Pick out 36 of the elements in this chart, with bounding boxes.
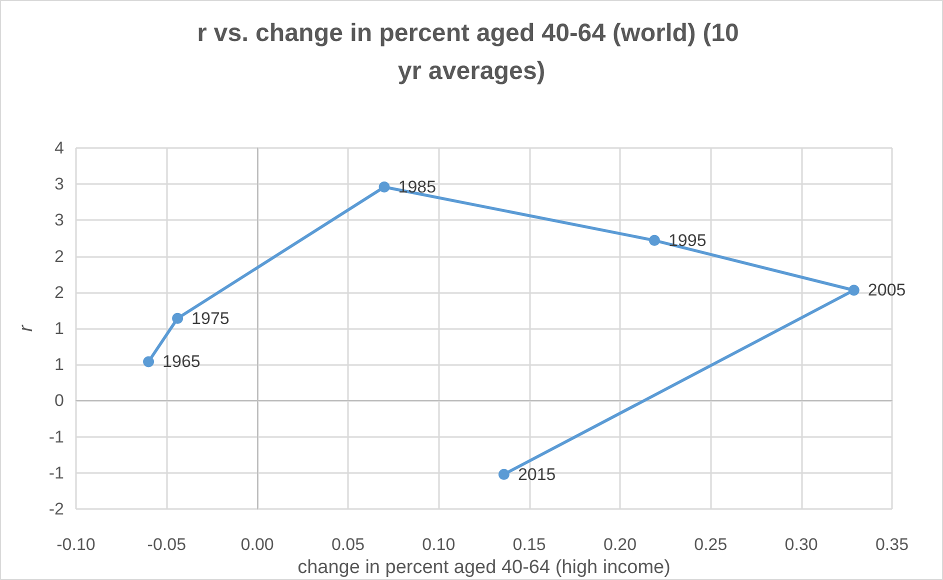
y-tick-label: 4 bbox=[54, 138, 64, 158]
annotation: 1995 bbox=[668, 230, 706, 250]
y-axis-title: r bbox=[16, 324, 37, 332]
y-tick-label: 0 bbox=[54, 391, 64, 410]
y-tick-label: 1 bbox=[54, 319, 64, 338]
point bbox=[143, 356, 154, 368]
x-tick-label: 0.15 bbox=[512, 535, 546, 554]
chart-title: r vs. change in percent aged 40-64 (world) (10 yr averages) bbox=[197, 19, 746, 85]
x-axis-title: change in percent aged 40-64 (high income) bbox=[298, 556, 670, 578]
y-tick-label: 3 bbox=[54, 174, 64, 194]
y-tick-label: -2 bbox=[48, 500, 64, 518]
x-tick-label: 0.35 bbox=[875, 535, 909, 554]
x-tick-label: -0.05 bbox=[147, 535, 186, 554]
point bbox=[848, 284, 860, 296]
annotation: 1985 bbox=[398, 177, 436, 196]
point bbox=[648, 234, 660, 246]
x-tick-label: 0.10 bbox=[422, 535, 456, 554]
y-tick-label: 3 bbox=[54, 210, 64, 230]
annotation: 2015 bbox=[518, 464, 556, 484]
point bbox=[378, 181, 390, 192]
x-tick-label: 0.30 bbox=[784, 535, 818, 554]
x-tick-label: 0.20 bbox=[603, 535, 637, 554]
annotation: 2005 bbox=[868, 280, 906, 300]
x-tick-label: 0.00 bbox=[240, 535, 274, 554]
y-tick-label: -1 bbox=[48, 463, 64, 482]
point bbox=[498, 468, 510, 480]
y-tick-label: -1 bbox=[48, 427, 64, 446]
point bbox=[172, 312, 184, 324]
x-tick-label: -0.10 bbox=[56, 535, 96, 554]
annotation: 1965 bbox=[162, 352, 200, 372]
y-tick-label: 2 bbox=[54, 282, 64, 302]
annotation: 1975 bbox=[192, 308, 230, 328]
y-tick-label: 1 bbox=[54, 355, 64, 374]
x-tick-label: 0.05 bbox=[331, 535, 365, 554]
y-tick-label: 2 bbox=[54, 246, 64, 266]
x-tick-label: 0.25 bbox=[694, 535, 728, 554]
